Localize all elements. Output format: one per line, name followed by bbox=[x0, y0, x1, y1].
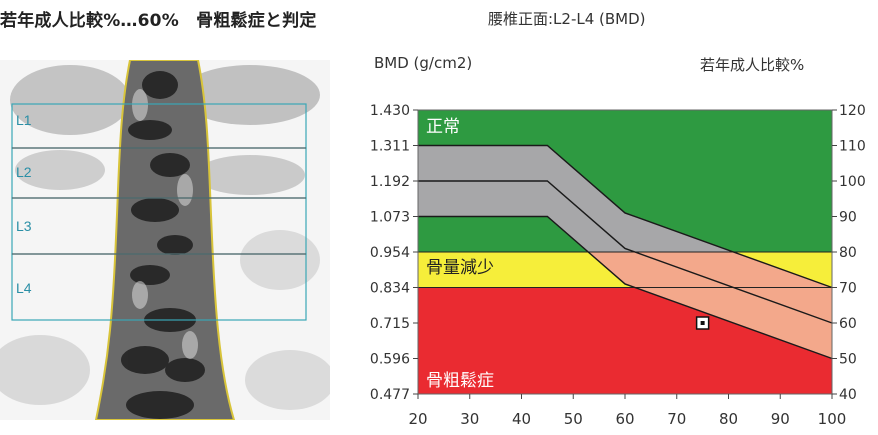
left-tick-label-6: 0.715 bbox=[370, 316, 410, 332]
x-tick-label-0: 20 bbox=[408, 410, 427, 428]
right-tick-label-0: 120 bbox=[839, 103, 866, 119]
left-tick-label-3: 1.073 bbox=[370, 210, 410, 226]
left-axis-label: BMD (g/cm2) bbox=[374, 54, 473, 72]
left-tick-label-4: 0.954 bbox=[370, 245, 410, 261]
left-tick-label-8: 0.477 bbox=[370, 387, 410, 403]
right-tick-label-7: 50 bbox=[839, 352, 857, 368]
left-tick-label-0: 1.430 bbox=[370, 103, 410, 119]
left-tick-label-1: 1.311 bbox=[370, 139, 410, 155]
x-tick-label-1: 30 bbox=[460, 410, 479, 428]
left-tick-label-5: 0.834 bbox=[370, 281, 410, 297]
roi-label-l1: L1 bbox=[16, 112, 32, 128]
x-tick-label-2: 40 bbox=[512, 410, 531, 428]
x-tick-label-7: 90 bbox=[771, 410, 790, 428]
right-tick-label-3: 90 bbox=[839, 210, 857, 226]
roi-label-l3: L3 bbox=[16, 218, 32, 234]
roi-label-l4: L4 bbox=[16, 280, 32, 296]
x-tick-label-5: 70 bbox=[667, 410, 686, 428]
curve-upper bbox=[418, 144, 833, 289]
curve-mean bbox=[418, 180, 833, 324]
result-caption: 若年成人比較%…60% 骨粗鬆症と判定 bbox=[0, 11, 317, 31]
reference-band-normal bbox=[418, 145, 734, 252]
x-tick-label-6: 80 bbox=[719, 410, 738, 428]
right-axis-label: 若年成人比較% bbox=[700, 56, 805, 74]
left-tick-label-2: 1.192 bbox=[370, 174, 410, 190]
patient-point-center bbox=[700, 321, 705, 325]
chart-title: 腰椎正面:L2-L4 (BMD) bbox=[488, 10, 646, 28]
right-tick-label-1: 110 bbox=[839, 139, 866, 155]
curve-lower bbox=[418, 215, 833, 360]
right-tick-label-6: 60 bbox=[839, 316, 857, 332]
roi-label-l2: L2 bbox=[16, 164, 32, 180]
x-tick-label-8: 100 bbox=[818, 410, 847, 428]
zone-label-2: 骨粗鬆症 bbox=[426, 370, 494, 391]
right-tick-label-4: 80 bbox=[839, 245, 857, 261]
right-tick-label-2: 100 bbox=[839, 174, 866, 190]
x-tick-label-3: 50 bbox=[564, 410, 583, 428]
spine-scan-image: L1 L2 L3 L4 bbox=[0, 60, 330, 420]
left-tick-label-7: 0.596 bbox=[370, 352, 410, 368]
bmd-chart-panel: 腰椎正面:L2-L4 (BMD) BMD (g/cm2) 若年成人比較% 正常骨… bbox=[340, 0, 878, 435]
spine-scan-graphic bbox=[0, 60, 330, 420]
zone-label-1: 骨量減少 bbox=[426, 258, 494, 278]
right-tick-label-8: 40 bbox=[839, 387, 857, 403]
x-tick-label-4: 60 bbox=[615, 410, 634, 428]
zone-label-0: 正常 bbox=[426, 117, 460, 137]
right-tick-label-5: 70 bbox=[839, 281, 857, 297]
